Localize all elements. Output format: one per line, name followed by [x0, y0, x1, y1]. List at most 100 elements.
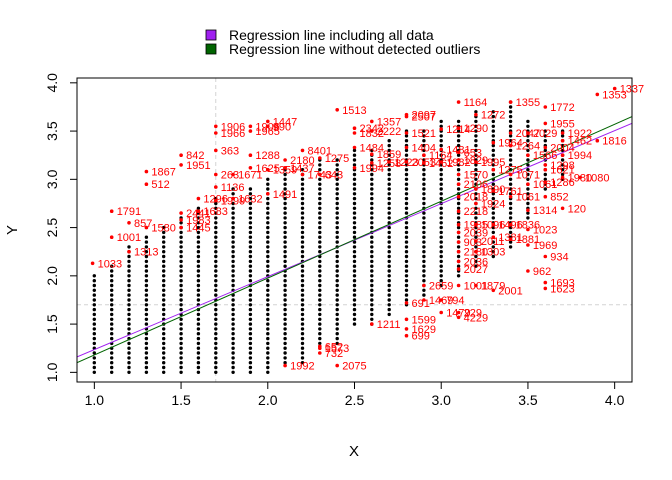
inlier-points [92, 100, 565, 374]
inlier-point [318, 264, 322, 268]
inlier-point [456, 119, 461, 124]
inlier-point [231, 230, 235, 235]
outlier-label: 1033 [98, 258, 122, 270]
outlier-label: 1965 [255, 126, 279, 138]
outlier-point [560, 153, 565, 157]
inlier-point [387, 230, 391, 235]
inlier-point [214, 341, 218, 346]
outlier-label: 1275 [498, 165, 522, 177]
inlier-point [474, 168, 478, 172]
inlier-point [214, 312, 218, 317]
inlier-point [422, 216, 426, 220]
inlier-point [335, 230, 339, 235]
inlier-point [300, 298, 305, 302]
inlier-point [266, 230, 270, 235]
outlier-point [283, 166, 287, 170]
outlier-point [526, 227, 530, 232]
inlier-point [110, 312, 114, 317]
outlier-point [266, 119, 270, 124]
inlier-point [110, 365, 114, 370]
inlier-point [526, 192, 530, 196]
inlier-point [231, 201, 235, 206]
inlier-point [318, 288, 322, 292]
inlier-point [422, 168, 426, 172]
outlier-point [144, 182, 149, 186]
outlier-point [439, 310, 444, 315]
inlier-point [300, 177, 305, 181]
inlier-point [144, 356, 149, 360]
inlier-point [231, 235, 235, 239]
y-tick-label: 2.0 [44, 266, 60, 286]
outlier-point [491, 288, 496, 293]
inlier-point [110, 264, 114, 268]
outlier-label: 1951 [186, 160, 210, 172]
inlier-point [283, 196, 287, 201]
inlier-point [560, 143, 565, 148]
inlier-point [231, 254, 235, 259]
outlier-label: 2036 [464, 256, 488, 268]
outlier-point [491, 235, 496, 239]
inlier-point [335, 307, 339, 312]
inlier-point [266, 370, 270, 374]
inlier-point [162, 230, 166, 235]
inlier-point [352, 250, 357, 254]
outlier-point [248, 153, 253, 157]
inlier-point [214, 361, 218, 365]
outlier-label: 699 [412, 331, 430, 343]
inlier-point [491, 172, 495, 177]
inlier-point [196, 361, 201, 365]
inlier-point [370, 254, 374, 259]
inlier-point [318, 312, 322, 317]
outlier-point [404, 301, 409, 305]
inlier-point [491, 245, 495, 249]
outlier-label: 2507 [412, 112, 436, 124]
outlier-label: 263 [221, 170, 239, 182]
inlier-point [266, 293, 270, 297]
outlier-point [543, 105, 548, 109]
inlier-point [456, 168, 461, 172]
inlier-point [335, 216, 339, 220]
inlier-point [179, 235, 183, 239]
inlier-point [491, 134, 495, 138]
inlier-point [352, 158, 357, 162]
inlier-point [214, 322, 218, 326]
outlier-label: 1462 [568, 136, 592, 148]
inlier-point [526, 196, 530, 201]
inlier-point [162, 346, 166, 350]
inlier-point [266, 187, 270, 191]
inlier-point [422, 177, 426, 181]
inlier-point [387, 250, 391, 254]
inlier-point [144, 250, 149, 254]
outlier-point [248, 129, 253, 133]
inlier-point [318, 283, 322, 288]
inlier-point [422, 274, 426, 278]
inlier-point [127, 317, 131, 321]
inlier-point [370, 225, 374, 230]
inlier-point [231, 279, 235, 283]
inlier-point [231, 307, 235, 312]
outlier-point [526, 131, 530, 135]
inlier-point [387, 192, 391, 196]
inlier-point [456, 235, 461, 239]
outlier-point [456, 158, 461, 162]
outlier-label: 1061 [533, 179, 557, 191]
inlier-point [370, 264, 374, 268]
inlier-point [214, 235, 218, 239]
inlier-point [300, 322, 305, 326]
inlier-point [179, 274, 183, 278]
inlier-point [162, 356, 166, 360]
inlier-point [266, 216, 270, 220]
inlier-point [422, 221, 426, 225]
inlier-point [387, 225, 391, 230]
inlier-point [387, 274, 391, 278]
inlier-point [526, 124, 530, 128]
outlier-point [179, 225, 183, 230]
outlier-point [595, 138, 600, 143]
outlier-label: 691 [412, 298, 430, 310]
inlier-point [335, 283, 339, 288]
inlier-point [231, 192, 235, 196]
inlier-point [508, 134, 513, 138]
inlier-point [439, 279, 443, 283]
inlier-point [248, 346, 253, 350]
y-tick-label: 2.5 [44, 218, 60, 238]
